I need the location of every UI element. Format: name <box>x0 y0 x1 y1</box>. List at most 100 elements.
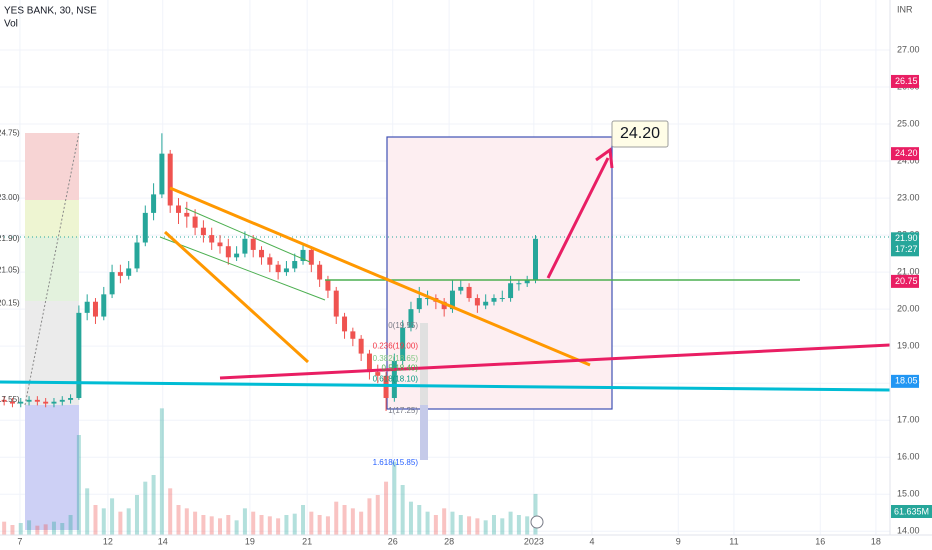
volume-bar <box>93 505 98 535</box>
candle-body <box>350 331 356 339</box>
volume-bar <box>234 520 239 535</box>
y-tick-label: 14.00 <box>897 526 920 536</box>
zone <box>25 237 79 301</box>
currency: INR <box>897 4 913 14</box>
volume-bar <box>110 498 115 535</box>
candle-body <box>142 212 148 243</box>
price-tag-label: 26.15 <box>895 76 918 86</box>
candle-body <box>34 399 40 402</box>
price-tag <box>891 232 919 257</box>
volume-bar <box>251 511 256 535</box>
candle-body <box>250 238 256 250</box>
candle-body <box>466 286 472 299</box>
candle-body <box>325 279 331 291</box>
candle-body <box>200 227 206 236</box>
volume-bar <box>458 515 463 535</box>
volume-bar <box>85 488 90 535</box>
volume-bar <box>309 511 314 535</box>
price-tag <box>891 74 919 88</box>
volume-bar <box>284 515 289 535</box>
volume-bar <box>425 511 430 535</box>
candle-body <box>84 301 90 313</box>
y-tick-label: 23.00 <box>897 192 920 202</box>
candle-body <box>333 290 339 317</box>
candle-body <box>300 249 306 262</box>
volume-bar <box>400 485 405 535</box>
candle-body <box>358 338 364 354</box>
position-label: 17.55) <box>0 395 20 404</box>
y-tick-label: 16.00 <box>897 452 920 462</box>
volume-bar <box>226 515 231 535</box>
target-callout <box>611 120 669 148</box>
event-icon[interactable] <box>530 515 544 529</box>
candle-body <box>109 272 115 295</box>
support-line <box>0 380 891 392</box>
volume-bar <box>209 516 214 535</box>
volume-bar <box>43 524 48 535</box>
zone <box>25 405 79 530</box>
y-tick-label: 25.00 <box>897 118 920 128</box>
candle-body <box>117 272 123 276</box>
candle-body <box>499 298 505 300</box>
risk-zone <box>25 133 79 200</box>
volume-bar <box>508 511 513 535</box>
volume-bar <box>259 515 264 535</box>
volume-bar <box>375 495 380 535</box>
volume-bar <box>384 481 389 535</box>
candle-body <box>51 401 57 404</box>
x-tick-label: 4 <box>589 536 594 546</box>
candle-body <box>425 298 431 300</box>
volume-tag-label: 61.635M <box>894 506 929 516</box>
y-tick-label: 27.00 <box>897 44 920 54</box>
volume-bar <box>27 520 32 535</box>
volume-bar <box>292 513 297 535</box>
volume-bar <box>35 525 40 535</box>
volume-bar <box>359 511 364 535</box>
channel-line <box>184 207 311 263</box>
target-label: 24.20 <box>620 125 660 142</box>
volume-bar <box>392 461 397 535</box>
price-tag <box>891 274 919 288</box>
candle-body <box>184 212 190 217</box>
fib-label: 0.618(18.10) <box>373 375 419 384</box>
x-tick-label: 19 <box>245 536 255 546</box>
volume-tag <box>891 505 932 518</box>
price-tag <box>891 374 919 388</box>
fib-label: 0.236(19.00) <box>373 341 419 350</box>
candle-body <box>234 253 240 258</box>
x-tick-label: 14 <box>158 536 168 546</box>
candle-body <box>391 360 397 399</box>
y-tick-label: 20.00 <box>897 304 920 314</box>
volume-bar <box>10 525 15 535</box>
y-tick-label: 15.00 <box>897 489 920 499</box>
candle-body <box>366 353 372 373</box>
candle-body <box>474 298 480 306</box>
candle-body <box>491 298 497 302</box>
x-tick-label: 18 <box>871 536 881 546</box>
candle-body <box>126 268 132 276</box>
candle-body <box>408 309 414 328</box>
candle-body <box>532 238 538 280</box>
candle-body <box>26 399 32 402</box>
volume-bar <box>325 516 330 535</box>
trend-line <box>163 230 310 364</box>
x-tick-label: 2023 <box>524 536 544 546</box>
y-tick-label: 19.00 <box>897 341 920 351</box>
volume-bar <box>134 495 139 535</box>
candle-body <box>283 268 289 273</box>
candle-body <box>225 246 231 258</box>
position-label: 21.90) <box>0 234 20 243</box>
candle-body <box>59 399 65 402</box>
candle-body <box>292 261 298 269</box>
volume-bar <box>491 515 496 535</box>
volume-bar <box>475 518 480 535</box>
x-tick-label: 21 <box>302 536 312 546</box>
volume-bar <box>525 516 530 535</box>
volume-bar <box>408 501 413 535</box>
fib-label: 1(17.25) <box>388 406 418 415</box>
volume-bar <box>450 511 455 535</box>
position-label: 20.15) <box>0 299 20 308</box>
fib-bar <box>420 405 428 460</box>
x-tick-label: 16 <box>815 536 825 546</box>
volume-bar <box>417 505 422 535</box>
